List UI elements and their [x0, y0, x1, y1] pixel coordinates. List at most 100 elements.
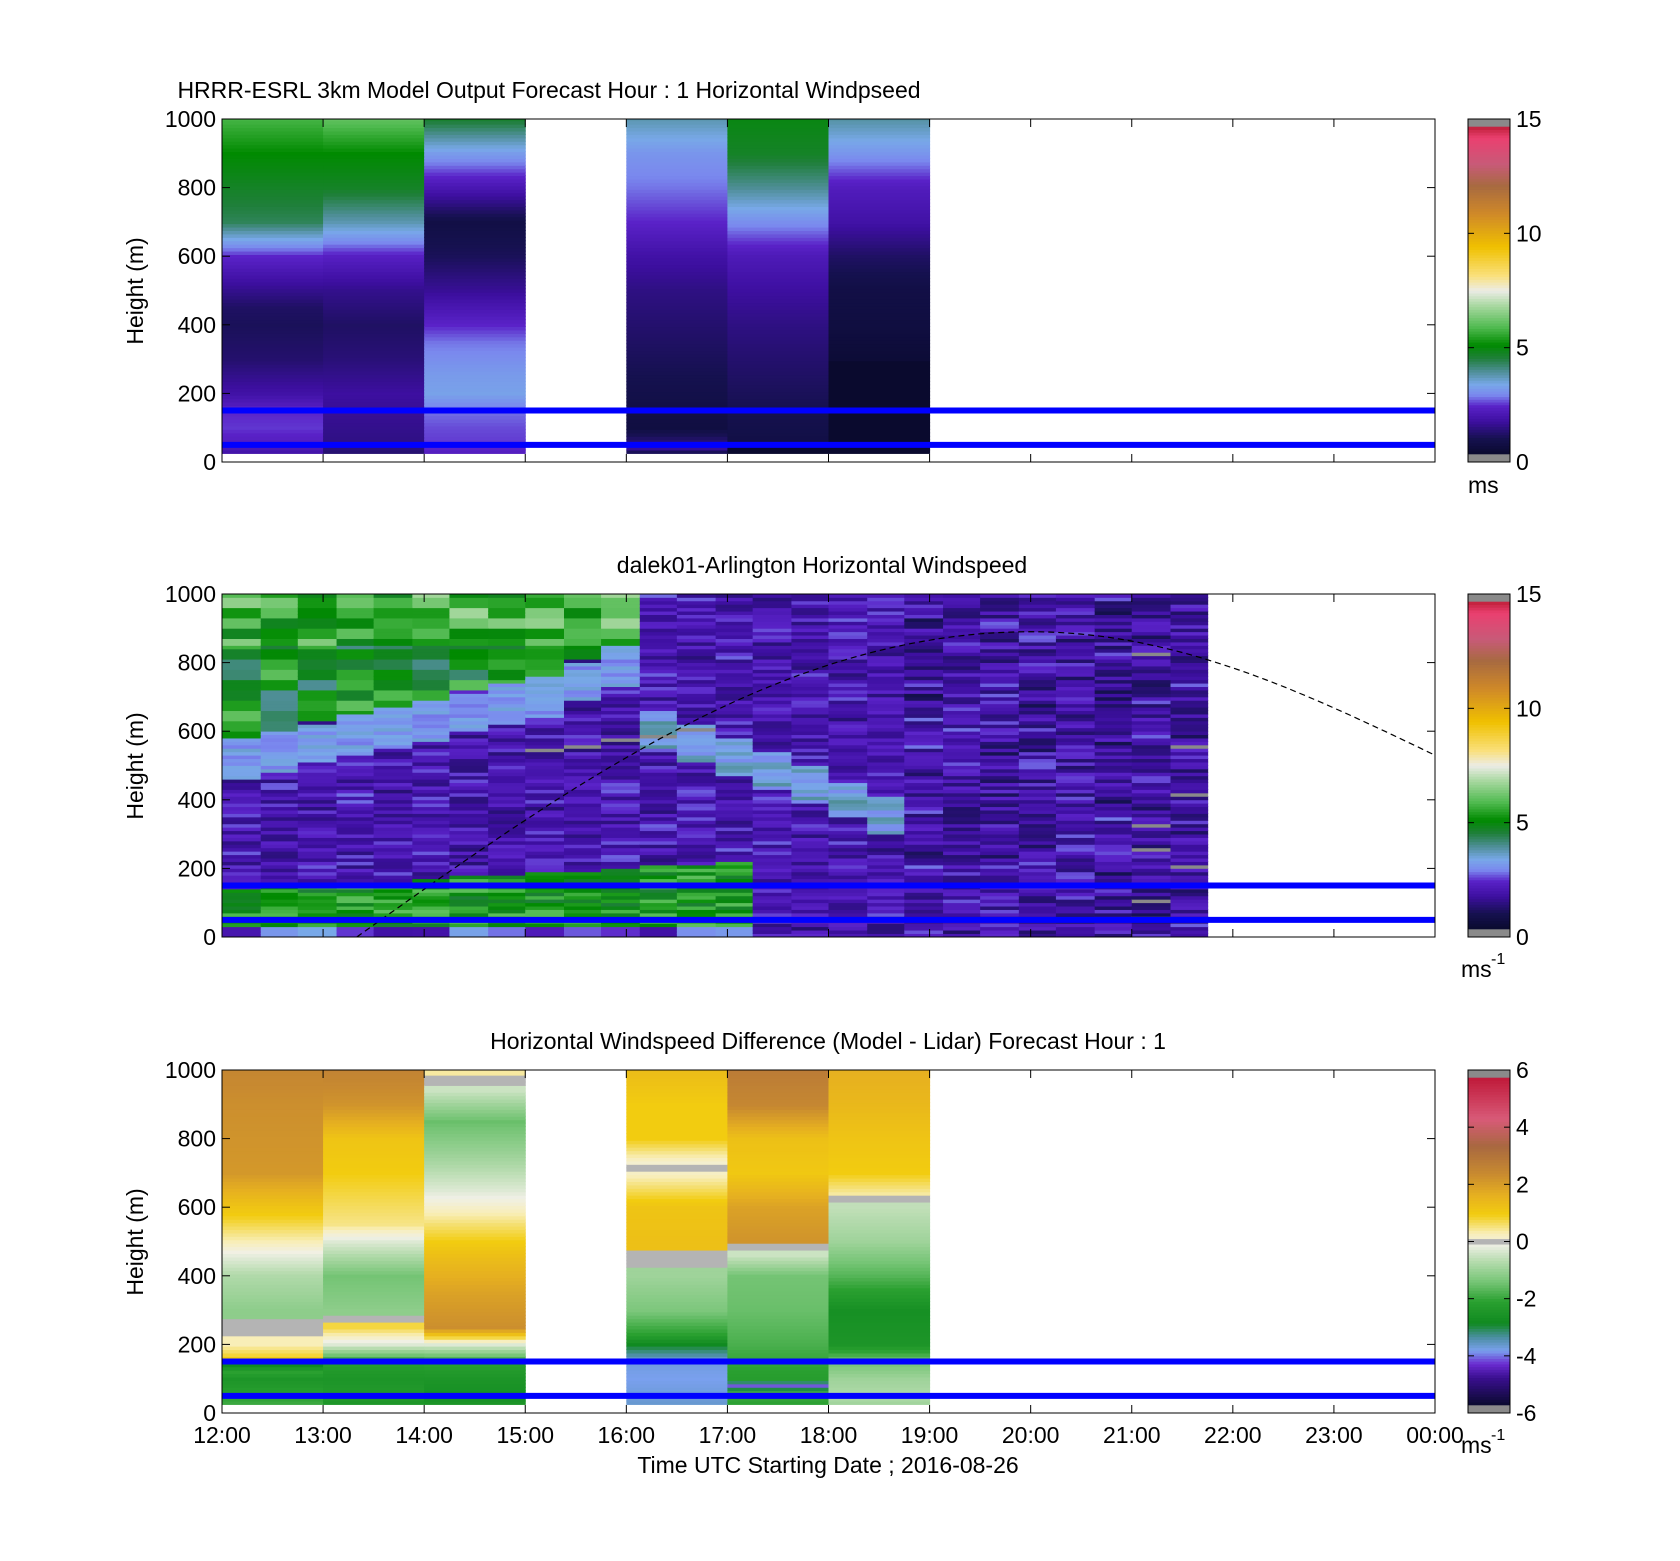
- heatmap-cell: [676, 888, 717, 893]
- heatmap-cell: [412, 675, 451, 681]
- heatmap-cell: [828, 432, 931, 437]
- heatmap-cell: [412, 600, 451, 605]
- heatmap-cell: [260, 682, 299, 688]
- heatmap-cell: [449, 741, 489, 746]
- heatmap-cell: [412, 905, 451, 910]
- heatmap-cell: [260, 857, 299, 862]
- colorbar-swatch: [1468, 628, 1510, 633]
- heatmap-cell: [449, 806, 489, 811]
- heatmap-cell: [412, 864, 451, 869]
- heatmap-cell: [626, 411, 728, 417]
- heatmap-cell: [323, 1362, 425, 1368]
- heatmap-cell: [601, 737, 641, 742]
- heatmap-cell: [449, 864, 489, 869]
- heatmap-cell: [260, 617, 299, 622]
- heatmap-cell: [297, 679, 338, 684]
- heatmap-cell: [412, 912, 451, 917]
- heatmap-cell: [828, 1355, 931, 1361]
- heatmap-cell: [297, 627, 338, 633]
- heatmap-cell: [676, 693, 717, 698]
- heatmap-cell: [222, 1126, 324, 1131]
- heatmap-cell: [1055, 679, 1096, 684]
- heatmap-cell: [222, 638, 262, 643]
- heatmap-cell: [297, 799, 338, 804]
- colorbar-swatch: [1468, 740, 1510, 744]
- heatmap-cell: [828, 418, 931, 424]
- heatmap-cell: [639, 720, 678, 725]
- heatmap-cell: [1094, 645, 1133, 650]
- heatmap-cell: [980, 809, 1020, 814]
- heatmap-cell: [752, 847, 793, 852]
- heatmap-cell: [791, 686, 830, 691]
- colorbar-swatch: [1468, 601, 1510, 606]
- heatmap-cell: [639, 826, 678, 832]
- heatmap-cell: [222, 1102, 324, 1107]
- heatmap-cell: [943, 710, 981, 715]
- heatmap-cell: [323, 308, 425, 314]
- heatmap-cell: [424, 209, 526, 214]
- heatmap-cell: [828, 394, 931, 400]
- heatmap-cell: [525, 802, 565, 808]
- heatmap-cell: [1055, 802, 1096, 808]
- heatmap-cell: [727, 315, 829, 321]
- heatmap-cell: [222, 1362, 324, 1368]
- heatmap-cell: [1094, 819, 1133, 825]
- heatmap-cell: [1094, 703, 1133, 708]
- heatmap-cell: [639, 778, 678, 784]
- heatmap-cell: [373, 734, 413, 739]
- heatmap-cell: [297, 641, 338, 646]
- heatmap-cell: [297, 771, 338, 777]
- heatmap-cell: [336, 603, 375, 609]
- heatmap-cell: [676, 675, 717, 681]
- heatmap-cell: [412, 840, 451, 845]
- heatmap-cell: [791, 655, 830, 660]
- heatmap-cell: [828, 1078, 931, 1083]
- heatmap-cell: [904, 854, 944, 859]
- heatmap-cell: [412, 754, 451, 760]
- heatmap-cell: [222, 302, 324, 307]
- heatmap-cell: [336, 898, 375, 904]
- colorbar-swatch: [1468, 1271, 1510, 1275]
- heatmap-cell: [1055, 857, 1096, 862]
- heatmap-cell: [222, 185, 324, 190]
- colorbar-swatch: [1468, 1292, 1510, 1297]
- heatmap-cell: [297, 651, 338, 657]
- heatmap-cell: [943, 758, 981, 763]
- heatmap-cell: [601, 809, 641, 814]
- heatmap-cell: [323, 302, 425, 307]
- heatmap-cell: [904, 837, 944, 842]
- heatmap-cell: [639, 754, 678, 760]
- heatmap-cell: [336, 792, 375, 797]
- heatmap-cell: [828, 422, 931, 427]
- heatmap-cell: [980, 933, 1020, 937]
- heatmap-cell: [943, 813, 981, 818]
- heatmap-cell: [980, 617, 1020, 622]
- heatmap-cell: [867, 594, 905, 598]
- heatmap-cell: [424, 1119, 526, 1124]
- heatmap-cell: [1055, 631, 1096, 636]
- heatmap-cell: [867, 665, 905, 670]
- heatmap-cell: [715, 648, 754, 653]
- heatmap-cell: [336, 634, 375, 639]
- panel-2-colorbar-unit: ms: [1461, 956, 1492, 982]
- heatmap-cell: [601, 782, 641, 787]
- colorbar-swatch: [1468, 205, 1510, 210]
- heatmap-cell: [336, 765, 375, 770]
- heatmap-cell: [424, 195, 526, 201]
- heatmap-cell: [260, 747, 299, 753]
- colorbar-swatch: [1468, 1159, 1510, 1163]
- heatmap-cell: [222, 603, 262, 609]
- heatmap-cell: [626, 257, 728, 262]
- heatmap-cell: [639, 792, 678, 797]
- heatmap-cell: [1170, 682, 1209, 688]
- heatmap-cell: [222, 926, 262, 931]
- heatmap-cell: [601, 734, 641, 739]
- heatmap-cell: [828, 288, 931, 293]
- heatmap-cell: [488, 782, 526, 787]
- heatmap-cell: [980, 603, 1020, 609]
- heatmap-cell: [828, 1174, 931, 1179]
- heatmap-cell: [676, 795, 717, 801]
- heatmap-cell: [791, 833, 830, 838]
- heatmap-cell: [1131, 672, 1172, 677]
